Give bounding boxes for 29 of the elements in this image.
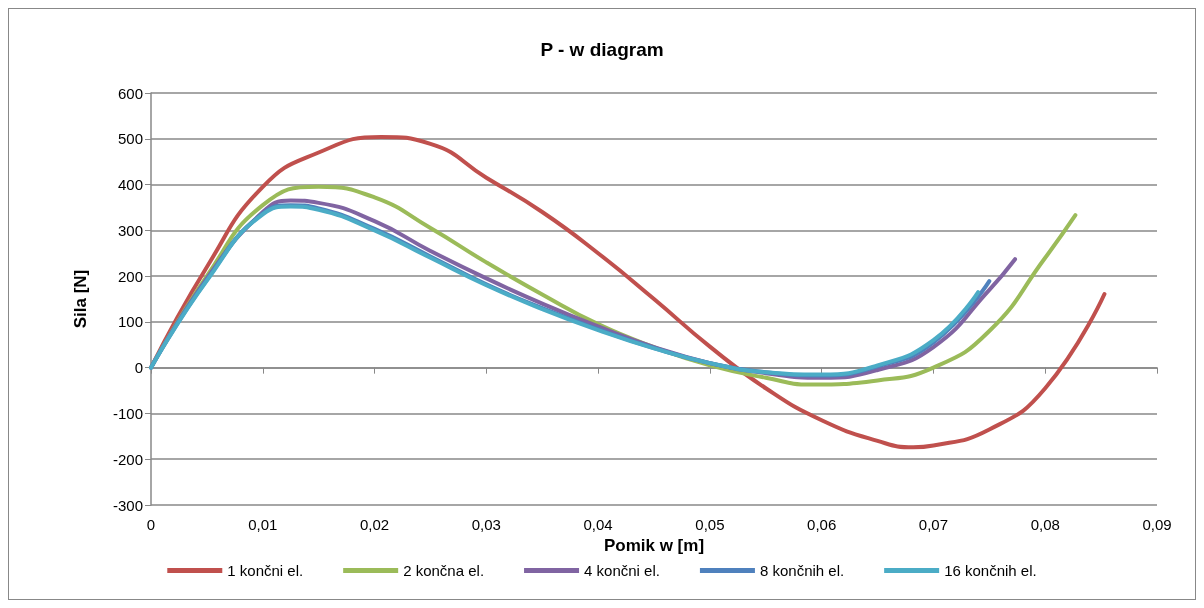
y-axis-title: Sila [N] [71,269,90,329]
x-tick-label: 0,03 [471,516,501,533]
legend-label: 16 končnih el. [944,562,1037,579]
x-tick-label: 0,04 [583,516,613,533]
legend-label: 8 končnih el. [759,562,845,579]
y-tick-label: -300 [112,496,143,514]
x-tick-label: 0,08 [1030,516,1060,533]
x-axis-title: Pomik w [m] [603,535,705,555]
x-tick-label: 0,06 [807,516,837,533]
x-tick-label: 0,02 [359,516,390,533]
y-tick-label: 200 [117,267,143,285]
chart-title: P - w diagram [540,39,664,60]
y-tick-label: 300 [117,221,143,239]
y-tick-label: 400 [117,176,143,194]
x-tick-label: 0,05 [695,516,725,533]
y-tick-label: -200 [112,450,143,468]
y-tick-label: -100 [112,404,143,422]
x-tick-label: 0,09 [1142,516,1172,533]
y-tick-label: 0 [134,359,143,377]
legend-label: 1 končni el. [227,562,304,579]
x-tick-label: 0,07 [918,516,949,533]
y-tick-label: 100 [117,313,143,331]
line-series [149,134,1107,450]
x-tick-label: 0 [146,516,156,533]
y-tick-label: 600 [117,84,143,102]
legend-label: 2 končna el. [403,562,485,579]
x-tick-label: 0,01 [248,516,278,533]
legend-label: 4 končni el. [584,562,660,579]
y-tick-label: 500 [117,130,143,148]
